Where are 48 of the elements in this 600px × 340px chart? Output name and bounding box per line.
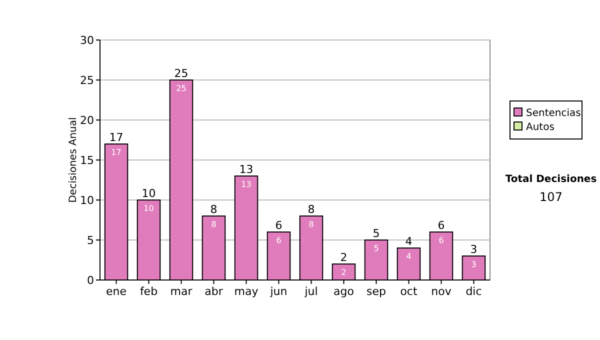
total-label: 2: [340, 251, 348, 264]
total-label: 5: [372, 227, 380, 240]
x-tick-label: mar: [170, 285, 193, 298]
y-tick-label: 20: [80, 114, 94, 127]
x-tick-label: jun: [269, 285, 288, 298]
x-tick-label: ago: [334, 285, 354, 298]
y-tick-label: 25: [80, 74, 94, 87]
data-label: 3: [471, 260, 476, 269]
data-label: 4: [406, 252, 412, 261]
y-axis-title: Decisiones Anual: [68, 117, 79, 203]
legend-label: Sentencias: [526, 108, 581, 119]
legend-label: Autos: [526, 122, 554, 133]
data-label: 2: [341, 268, 346, 277]
x-tick-label: dic: [466, 285, 482, 298]
total-label: 6: [438, 219, 445, 232]
x-tick-label: abr: [204, 285, 224, 298]
x-tick-label: may: [234, 285, 259, 298]
total-label: 8: [308, 203, 315, 216]
y-tick-label: 5: [87, 234, 94, 247]
total-label: 8: [210, 203, 218, 216]
data-label: 6: [276, 236, 282, 245]
y-tick-label: 15: [80, 154, 94, 167]
y-tick-label: 10: [80, 194, 94, 207]
y-tick-label: 30: [80, 34, 94, 47]
x-tick-label: ene: [106, 285, 127, 298]
total-label: 25: [174, 67, 188, 80]
x-tick-label: sep: [366, 285, 386, 298]
total-label: 10: [142, 187, 156, 200]
x-tick-label: nov: [431, 285, 452, 298]
total-label: 4: [405, 235, 412, 248]
data-label: 25: [176, 84, 186, 93]
x-tick-label: oct: [400, 285, 418, 298]
text: Total Decisiones: [505, 174, 597, 185]
total-label: 3: [470, 243, 478, 256]
data-label: 8: [308, 220, 314, 229]
x-tick-label: feb: [140, 285, 158, 298]
data-label: 8: [211, 220, 216, 229]
data-label: 13: [241, 180, 252, 189]
data-label: 6: [438, 236, 444, 245]
y-tick-label: 0: [87, 274, 94, 287]
data-label: 5: [374, 244, 379, 253]
x-tick-label: jul: [304, 285, 318, 298]
data-label: 17: [111, 148, 122, 157]
total-label: 6: [275, 219, 282, 232]
total-label: 13: [239, 163, 254, 176]
data-label: 10: [144, 204, 154, 213]
text: 107: [540, 190, 562, 204]
total-label: 17: [109, 131, 124, 144]
